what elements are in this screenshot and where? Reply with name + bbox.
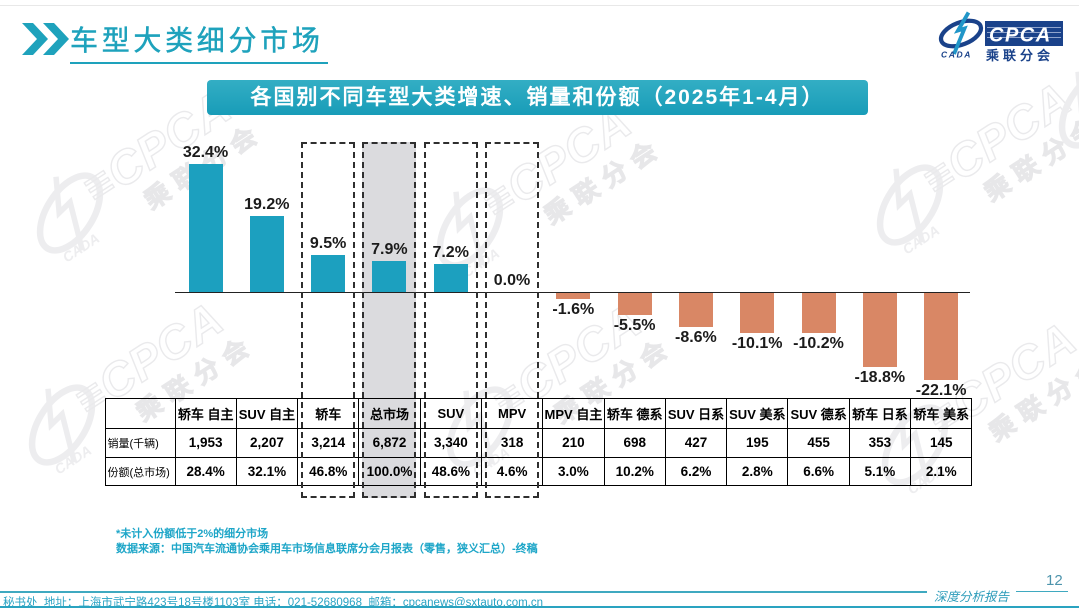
svg-text:CADA: CADA <box>941 50 972 60</box>
svg-text:CPCA: CPCA <box>989 25 1052 47</box>
svg-text:乘联分会: 乘联分会 <box>985 48 1054 63</box>
